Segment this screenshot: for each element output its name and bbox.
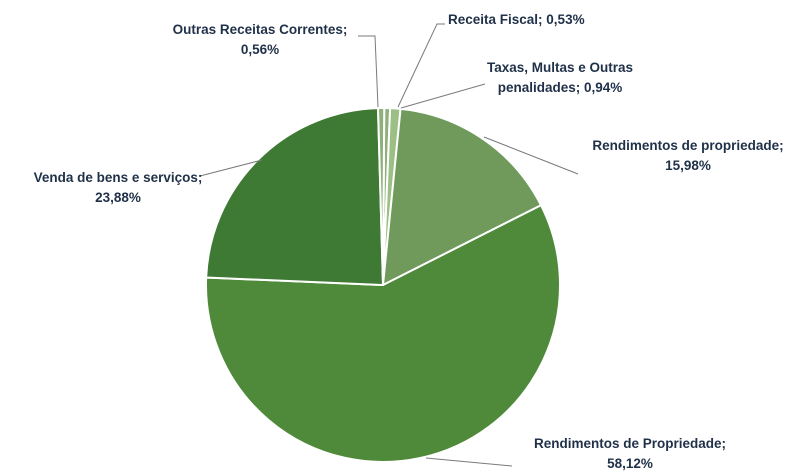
data-label-5-line1: Venda de bens e serviços; <box>34 170 203 185</box>
data-label-2-line2: penalidades; 0,94% <box>498 80 623 95</box>
leader-line-4 <box>425 457 513 467</box>
pie-slice-4 <box>205 203 561 463</box>
pie-slice-3 <box>381 107 543 287</box>
data-labels: Receita Fiscal; 0,53% Taxas, Multas e Out… <box>34 12 784 471</box>
data-label-6-line2: 0,56% <box>241 42 279 57</box>
data-label-3-line2: 15,98% <box>665 158 711 173</box>
leader-line-1 <box>397 23 445 108</box>
pie-slices <box>205 106 561 463</box>
data-label-1-line1: Receita Fiscal; 0,53% <box>448 12 585 27</box>
data-label-4-line2: 58,12% <box>607 456 653 471</box>
data-label-4-line1: Rendimentos de Propriedade; <box>534 436 726 451</box>
leader-line-5 <box>199 159 263 177</box>
leader-line-3 <box>483 136 579 175</box>
data-label-2-line1: Taxas, Multas e Outras <box>487 60 633 75</box>
pie-slice-5 <box>205 107 385 287</box>
data-label-6-line1: Outras Receitas Correntes; <box>173 22 348 37</box>
leader-line-2 <box>400 83 486 109</box>
leader-lines <box>199 23 579 467</box>
pie-slice-6 <box>376 106 386 286</box>
data-label-5-line2: 23,88% <box>95 190 141 205</box>
leader-line-6 <box>358 35 379 108</box>
data-label-3-line1: Rendimentos de propriedade; <box>592 138 783 153</box>
